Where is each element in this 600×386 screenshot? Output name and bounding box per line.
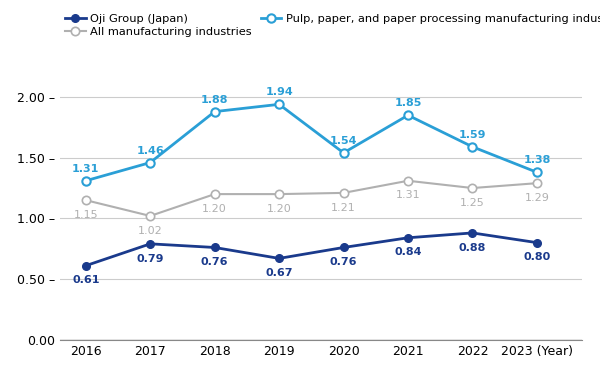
Text: 1.38: 1.38 xyxy=(523,155,551,165)
Text: 1.02: 1.02 xyxy=(138,226,163,236)
Text: 0.61: 0.61 xyxy=(72,275,100,285)
Text: 1.20: 1.20 xyxy=(267,204,292,214)
Text: 1.46: 1.46 xyxy=(136,146,164,156)
Text: 0.80: 0.80 xyxy=(523,252,551,262)
Text: 1.54: 1.54 xyxy=(330,136,358,146)
Text: 0.76: 0.76 xyxy=(201,257,229,267)
Text: 1.85: 1.85 xyxy=(394,98,422,108)
Text: 0.76: 0.76 xyxy=(330,257,358,267)
Text: 1.31: 1.31 xyxy=(395,190,421,200)
Text: 1.31: 1.31 xyxy=(72,164,100,174)
Text: 1.20: 1.20 xyxy=(202,204,227,214)
Text: 0.88: 0.88 xyxy=(459,243,486,253)
Text: 1.25: 1.25 xyxy=(460,198,485,208)
Text: 1.21: 1.21 xyxy=(331,203,356,213)
Text: 0.84: 0.84 xyxy=(394,247,422,257)
Text: 0.79: 0.79 xyxy=(136,254,164,264)
Text: 1.88: 1.88 xyxy=(201,95,229,105)
Text: 1.29: 1.29 xyxy=(524,193,550,203)
Text: 1.59: 1.59 xyxy=(458,130,486,140)
Text: 1.15: 1.15 xyxy=(73,210,98,220)
Legend: Oji Group (Japan), All manufacturing industries, Pulp, paper, and paper processi: Oji Group (Japan), All manufacturing ind… xyxy=(61,9,600,42)
Text: 1.94: 1.94 xyxy=(265,87,293,97)
Text: 0.67: 0.67 xyxy=(265,268,293,278)
